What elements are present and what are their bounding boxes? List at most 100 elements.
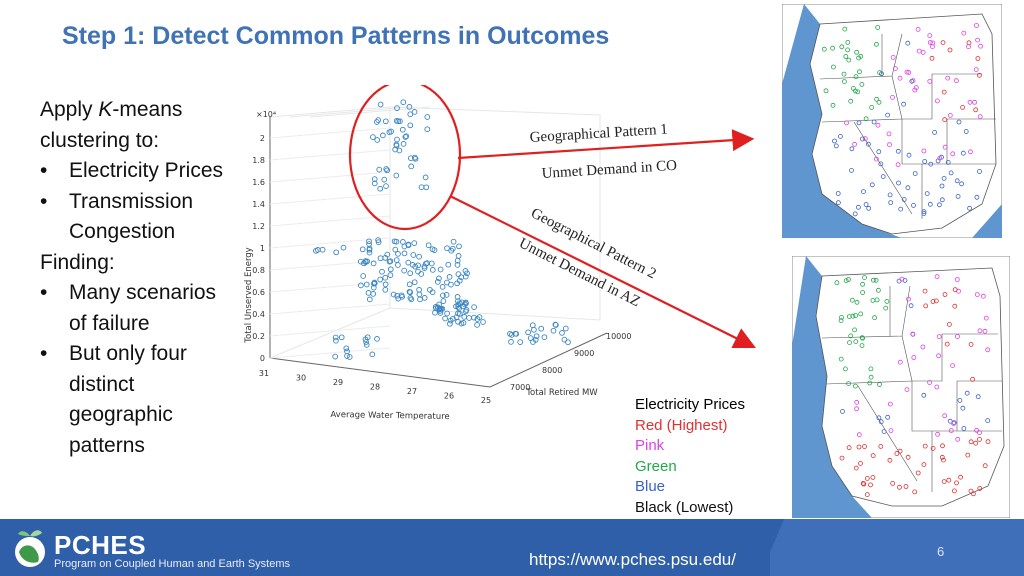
pches-logo-icon <box>15 530 45 567</box>
map-dot <box>935 431 941 437</box>
label-unmet-az: Unmet Demand in AZ <box>516 235 642 310</box>
map-dot <box>905 454 911 460</box>
scatter-point <box>517 339 524 345</box>
y-tick-label: 7000 <box>510 383 530 392</box>
scatter-point <box>371 180 378 187</box>
land <box>809 13 997 235</box>
scatter-point <box>427 286 433 293</box>
map-dot <box>927 33 933 39</box>
scatter-point <box>394 105 400 111</box>
map-dot <box>924 191 930 197</box>
legend-items: Red (Highest) Pink Green Blue Black (Lowest) <box>635 416 745 519</box>
scatter-point <box>332 353 339 360</box>
scatter-point <box>395 251 401 257</box>
scatter-point <box>512 330 519 337</box>
map-dot <box>928 161 934 167</box>
intro-line-2: clustering to: <box>40 128 160 152</box>
scatter-point <box>437 308 443 314</box>
map-dot <box>936 202 942 208</box>
map-dot <box>852 141 857 147</box>
scatter-point <box>444 245 450 252</box>
map-dot <box>831 64 836 70</box>
map-dot <box>876 99 882 105</box>
map-dot <box>863 116 869 122</box>
scatter-point <box>362 258 369 264</box>
scatter-point <box>429 267 436 273</box>
scatter-point <box>375 117 382 123</box>
scatter-point <box>379 268 385 275</box>
scatter-points <box>313 99 571 360</box>
scatter-point <box>407 111 414 118</box>
brand-name: PCHES <box>54 530 147 560</box>
map-dot <box>901 197 907 202</box>
map-dot <box>945 159 951 165</box>
map-dot <box>851 86 856 91</box>
map-dot <box>901 101 906 107</box>
scatter-point <box>454 280 460 287</box>
map-dot <box>954 178 960 184</box>
z-gridline <box>269 237 391 249</box>
map-dot <box>934 384 940 390</box>
map-dot <box>974 194 980 200</box>
scatter-point <box>454 257 461 264</box>
map-dot <box>832 138 837 144</box>
scatter-point <box>538 325 545 332</box>
scatter-point <box>382 281 389 288</box>
scatter-point <box>533 333 540 340</box>
scatter-point <box>448 247 455 254</box>
scatter-point <box>313 247 319 254</box>
map-dot <box>856 204 861 210</box>
page-number: 6 <box>937 544 945 559</box>
map-dot <box>893 66 898 71</box>
map-dot <box>838 356 844 362</box>
map-dot <box>885 414 891 420</box>
map-dot <box>976 72 982 78</box>
scatter-point <box>366 245 373 252</box>
map-dot <box>950 363 956 368</box>
map-dot <box>838 133 843 139</box>
map-dot <box>887 142 892 148</box>
map-dot <box>838 318 844 323</box>
map-dot <box>968 439 974 445</box>
bullet-many-2: of failure <box>69 311 150 335</box>
map-dot <box>957 397 963 403</box>
map-dot <box>941 89 947 95</box>
map-dot <box>842 79 847 84</box>
legend-item: Red (Highest) <box>635 416 728 434</box>
map-dot <box>895 148 901 154</box>
map-dot <box>978 43 984 49</box>
map-dot <box>975 37 981 43</box>
z-axis-label: Total Unserved Energy <box>244 247 254 343</box>
map-dot <box>958 474 964 480</box>
scatter-point <box>400 99 407 106</box>
map-dot <box>930 299 936 304</box>
map-dot <box>830 102 836 108</box>
map-dot <box>974 427 980 433</box>
map-dot <box>888 428 894 434</box>
map-dot <box>894 451 900 456</box>
map-dot <box>939 454 945 460</box>
scatter-point <box>403 133 410 140</box>
bullet-electricity: • Electricity Prices <box>40 159 224 182</box>
footer-url[interactable]: https://www.pches.psu.edu/ <box>529 550 736 569</box>
map-dot <box>852 211 858 217</box>
map-dot <box>920 344 926 350</box>
map-dot <box>886 131 892 137</box>
brand-subtitle: Program on Coupled Human and Earth Syste… <box>54 558 291 570</box>
scatter-point <box>400 141 407 147</box>
scatter-point <box>553 322 559 328</box>
map-dot <box>961 426 967 431</box>
scatter-point <box>437 266 444 273</box>
map-dot <box>942 413 948 419</box>
z-tick-label: 0 <box>260 354 265 363</box>
scatter-point <box>411 279 418 286</box>
map-dot <box>956 119 962 125</box>
map-dot <box>912 489 918 495</box>
map-dot <box>982 328 988 334</box>
scatter-point <box>366 296 373 303</box>
legend-item: Black (Lowest) <box>635 498 734 516</box>
y-tick-label: 8000 <box>542 366 562 375</box>
map-dot <box>846 57 852 63</box>
map-dot <box>856 120 862 126</box>
map-dot <box>881 429 887 435</box>
